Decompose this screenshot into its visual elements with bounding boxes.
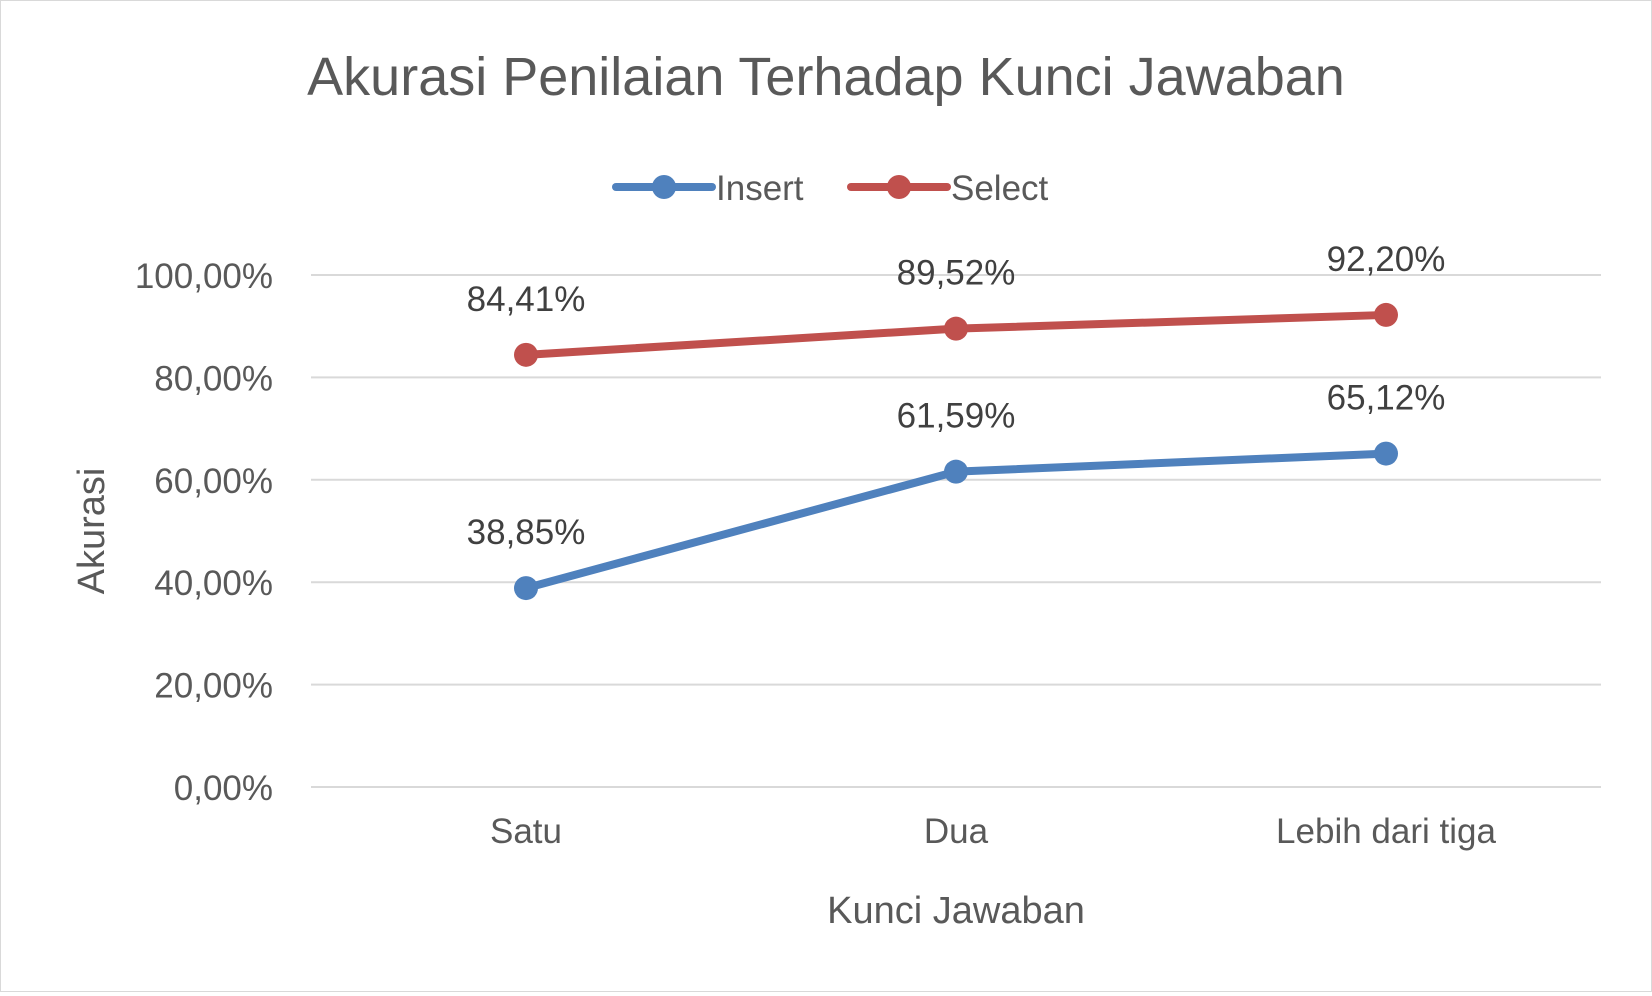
x-axis-label: Kunci Jawaban xyxy=(827,890,1085,932)
data-point xyxy=(944,316,968,341)
legend-marker xyxy=(887,175,911,199)
data-label: 61,59% xyxy=(897,397,1016,436)
data-label: 89,52% xyxy=(897,254,1016,293)
data-point xyxy=(514,576,538,601)
data-point xyxy=(944,459,968,484)
legend: Insert Select xyxy=(612,169,1049,208)
y-tick-label: 20,00% xyxy=(154,667,273,706)
data-label: 65,12% xyxy=(1327,379,1446,418)
series-select: 84,41% 89,52% 92,20% xyxy=(467,240,1446,367)
data-label: 92,20% xyxy=(1327,240,1446,279)
series-layer: 38,85% 61,59% 65,12% 84,41% 89,52% 92,20% xyxy=(467,240,1446,601)
legend-marker xyxy=(652,175,676,199)
y-tick-labels: 0,00% 20,00% 40,00% 60,00% 80,00% 100,00% xyxy=(135,257,273,808)
legend-label: Select xyxy=(951,169,1049,208)
y-tick-label: 60,00% xyxy=(154,462,273,501)
y-tick-label: 40,00% xyxy=(154,564,273,603)
y-tick-label: 80,00% xyxy=(154,359,273,398)
x-tick-label: Lebih dari tiga xyxy=(1276,812,1496,851)
x-tick-labels: Satu Dua Lebih dari tiga xyxy=(490,812,1496,851)
series-insert: 38,85% 61,59% 65,12% xyxy=(467,379,1446,601)
y-tick-label: 0,00% xyxy=(174,769,273,808)
data-label: 84,41% xyxy=(467,280,586,319)
x-tick-label: Satu xyxy=(490,812,562,851)
y-tick-label: 100,00% xyxy=(135,257,273,296)
legend-item-insert: Insert xyxy=(612,169,804,208)
chart-title: Akurasi Penilaian Terhadap Kunci Jawaban xyxy=(307,47,1345,107)
data-point xyxy=(1374,441,1398,466)
legend-label: Insert xyxy=(716,169,804,208)
legend-item-select: Select xyxy=(847,169,1049,208)
y-axis-label: Akurasi xyxy=(71,468,113,595)
data-point xyxy=(1374,302,1398,327)
data-label: 38,85% xyxy=(467,513,586,552)
data-point xyxy=(514,342,538,367)
x-tick-label: Dua xyxy=(924,812,989,851)
